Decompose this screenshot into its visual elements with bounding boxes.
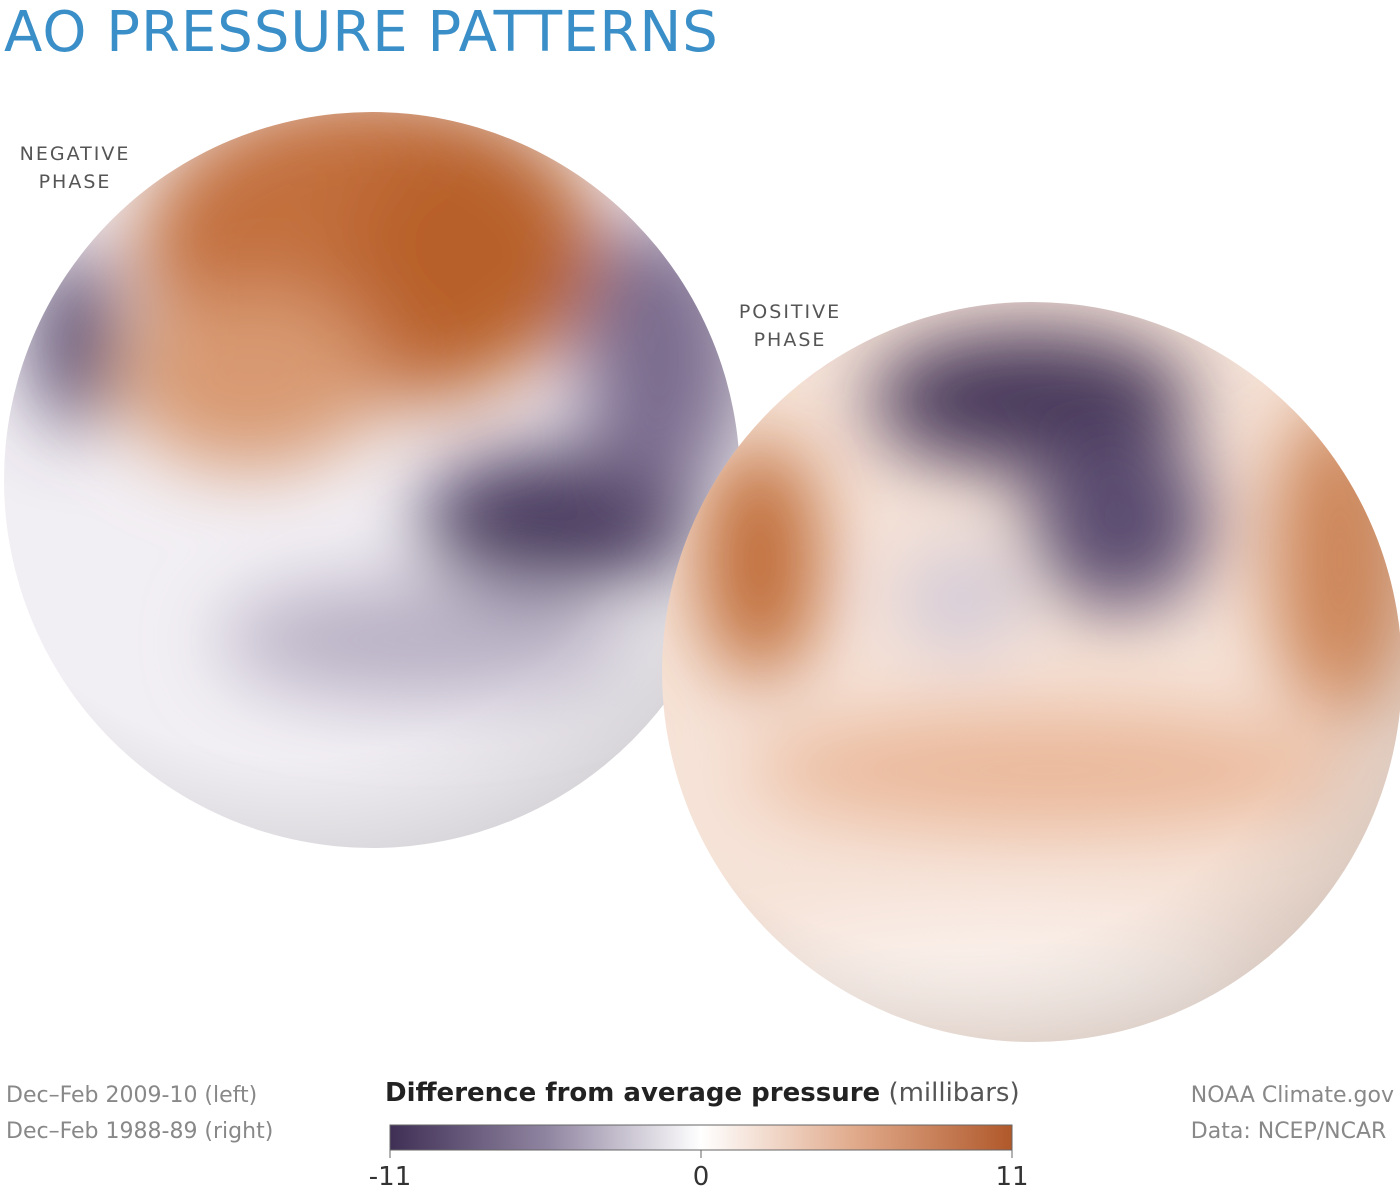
colorbar-ticks: -11 0 11 bbox=[369, 1150, 1029, 1192]
colorbar-tick-label: 11 bbox=[995, 1162, 1028, 1192]
periods: Dec–Feb 2009-10 (left) Dec–Feb 1988-89 (… bbox=[6, 1078, 273, 1150]
period: Dec–Feb 2009-10 (left) bbox=[6, 1083, 258, 1108]
period: Dec–Feb 1988-89 (right) bbox=[6, 1119, 274, 1144]
phase-label: POSITIVE PHASE bbox=[738, 301, 842, 351]
colorbar-title: Difference from average pressure (millib… bbox=[385, 1078, 1020, 1108]
positive-phase-globe bbox=[662, 302, 1400, 1042]
colorbar-title-text: Difference from average pressure bbox=[385, 1078, 881, 1108]
credit: Data: NCEP/NCAR bbox=[1190, 1119, 1387, 1144]
credits: NOAA Climate.gov Data: NCEP/NCAR bbox=[1191, 1078, 1394, 1150]
credit: NOAA Climate.gov bbox=[1190, 1083, 1394, 1108]
title: AO PRESSURE PATTERNS bbox=[4, 0, 719, 65]
phase-label: NEGATIVE PHASE bbox=[19, 143, 131, 193]
colorbar-unit: (millibars) bbox=[888, 1078, 1020, 1108]
colorbar-tick-label: -11 bbox=[369, 1162, 411, 1192]
colorbar-tick-label: 0 bbox=[693, 1162, 710, 1192]
colorbar bbox=[389, 1124, 1013, 1151]
negative-phase-globe bbox=[4, 112, 740, 848]
